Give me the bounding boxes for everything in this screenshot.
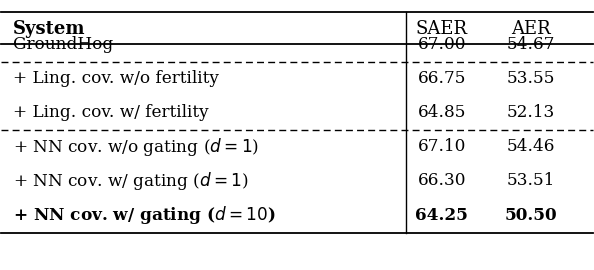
- Text: + NN cov. w/ gating ($d = 10$): + NN cov. w/ gating ($d = 10$): [13, 204, 276, 226]
- Text: 67.10: 67.10: [418, 138, 466, 155]
- Text: 64.25: 64.25: [415, 207, 468, 224]
- Text: + Ling. cov. w/ fertility: + Ling. cov. w/ fertility: [13, 104, 209, 121]
- Text: SAER: SAER: [416, 21, 468, 38]
- Text: 66.30: 66.30: [418, 173, 466, 190]
- Text: 66.75: 66.75: [418, 70, 466, 87]
- Text: 64.85: 64.85: [418, 104, 466, 121]
- Text: + NN cov. w/o gating ($d = 1$): + NN cov. w/o gating ($d = 1$): [13, 136, 259, 158]
- Text: 50.50: 50.50: [504, 207, 557, 224]
- Text: 67.00: 67.00: [418, 36, 466, 53]
- Text: GroundHog: GroundHog: [13, 36, 113, 53]
- Text: 53.51: 53.51: [506, 173, 555, 190]
- Text: 53.55: 53.55: [506, 70, 555, 87]
- Text: System: System: [13, 21, 86, 38]
- Text: + NN cov. w/ gating ($d = 1$): + NN cov. w/ gating ($d = 1$): [13, 170, 249, 192]
- Text: 52.13: 52.13: [507, 104, 555, 121]
- Text: AER: AER: [511, 21, 551, 38]
- Text: + Ling. cov. w/o fertility: + Ling. cov. w/o fertility: [13, 70, 219, 87]
- Text: 54.67: 54.67: [506, 36, 555, 53]
- Text: 54.46: 54.46: [506, 138, 555, 155]
